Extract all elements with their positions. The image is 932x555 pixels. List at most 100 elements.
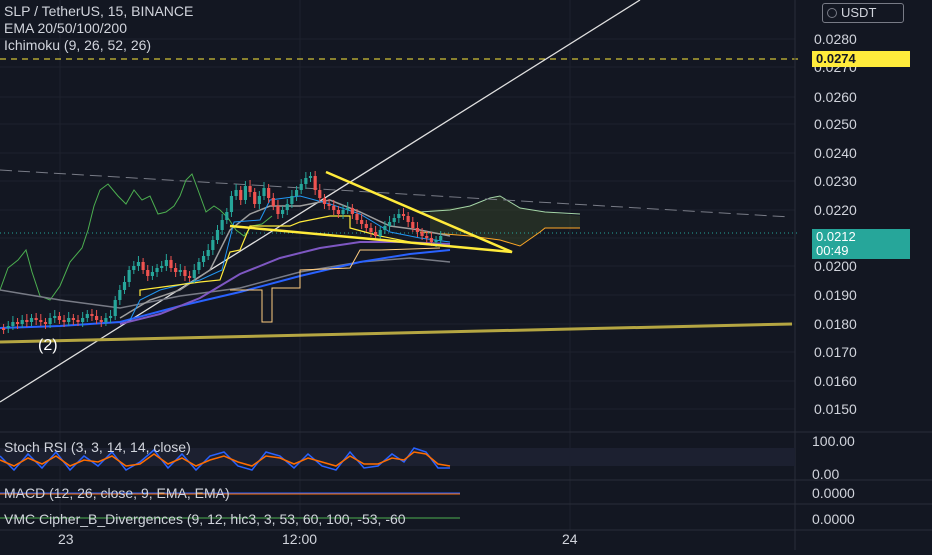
candle-body [201, 256, 206, 262]
macd-title[interactable]: MACD (12, 26, close, 9, EMA, EMA) [4, 485, 230, 501]
candle-body [146, 270, 150, 276]
ema-50 [119, 241, 451, 325]
candle-body [364, 224, 368, 228]
candle-body [429, 238, 433, 242]
candle-body [304, 178, 308, 184]
candle-body [2, 328, 6, 330]
current-price-tag: 0.0212 [812, 229, 910, 245]
candle-body [81, 318, 85, 322]
candle-body [411, 222, 415, 228]
candle-body [248, 186, 252, 192]
candle-body [90, 314, 94, 316]
cloud-span-b [419, 227, 580, 247]
time-label-23: 23 [58, 531, 74, 547]
symbol-legend[interactable]: SLP / TetherUS, 15, BINANCE [4, 3, 194, 19]
kijun-lower-step [230, 247, 441, 323]
candle-body [104, 318, 108, 322]
candle-body [39, 320, 43, 322]
candle-body [285, 204, 289, 210]
candle-body [53, 316, 57, 318]
candle-body [281, 210, 285, 214]
candle-body [378, 230, 382, 236]
price-axis-label: 0.0260 [814, 89, 857, 105]
candle-body [164, 260, 168, 266]
candle-body [62, 320, 66, 322]
triangle-lower-leg [229, 225, 513, 253]
candle-body [360, 220, 364, 224]
candle-body [234, 190, 238, 196]
candle-body [401, 214, 406, 216]
chikou-span [0, 173, 273, 301]
candle-body [425, 236, 429, 238]
price-axis-label: 0.0150 [814, 401, 857, 417]
price-axis-label: 0.0200 [814, 258, 857, 274]
price-axis-label: 0.0180 [814, 316, 857, 332]
price-axis-label: 0.0190 [814, 287, 857, 303]
candle-body [43, 322, 48, 324]
wave-annotation[interactable]: (2) [38, 337, 58, 354]
candle-body [67, 318, 71, 322]
candle-body [99, 320, 103, 322]
candle-body [327, 204, 331, 206]
candle-body [239, 190, 243, 200]
candle-body [332, 206, 336, 210]
candle-body [169, 260, 173, 268]
lock-icon [827, 8, 837, 18]
candle-body [95, 316, 99, 320]
candle-body [85, 314, 89, 318]
ichimoku-legend[interactable]: Ichimoku (9, 26, 52, 26) [4, 37, 152, 53]
candle-body [71, 318, 75, 320]
candle-body [229, 196, 234, 212]
currency-label: USDT [841, 5, 877, 20]
candle-body [346, 208, 350, 210]
candle-body [267, 188, 271, 198]
currency-button[interactable]: USDT [822, 3, 904, 23]
candle-body [211, 240, 215, 250]
candle-body [387, 222, 392, 226]
candle-body [127, 270, 131, 282]
candle-body [155, 268, 159, 272]
candle-body [188, 276, 192, 278]
candle-body [183, 270, 187, 276]
ema-200 [0, 257, 451, 309]
candle-body [318, 190, 322, 198]
candle-body [113, 300, 117, 316]
candle-body [271, 198, 275, 206]
candle-body [308, 176, 313, 178]
candle-body [160, 266, 164, 268]
candle-body [206, 250, 210, 256]
candle-body [276, 206, 280, 214]
alert-price-tag: 0.0274 [812, 51, 910, 67]
price-axis-label: 0.0230 [814, 173, 857, 189]
vmc-title[interactable]: VMC Cipher_B_Divergences (9, 12, hlc3, 3… [4, 511, 406, 527]
ema-legend[interactable]: EMA 20/50/100/200 [4, 20, 127, 36]
candle-body [108, 316, 113, 318]
upper-dashed-trendline [0, 169, 791, 218]
time-label-1200: 12:00 [282, 531, 318, 547]
candlesticks [2, 171, 443, 334]
candle-body [141, 262, 145, 270]
support-line [0, 322, 793, 344]
cloud-span-a [419, 195, 581, 215]
candle-body [262, 188, 266, 196]
time-label-24: 24 [562, 531, 578, 547]
ema-100 [0, 249, 451, 329]
candle-body [215, 230, 220, 240]
kijun-line [139, 215, 451, 296]
candle-body [294, 190, 299, 196]
stoch-rsi-title[interactable]: Stoch RSI (3, 3, 14, 14, close) [4, 439, 191, 455]
candle-body [178, 270, 182, 272]
candle-body [369, 228, 373, 232]
candle-body [434, 240, 438, 242]
price-axis-label: 0.0250 [814, 116, 857, 132]
candle-body [341, 210, 345, 214]
candle-body [243, 186, 247, 200]
candle-body [406, 216, 410, 222]
candle-body [253, 192, 257, 204]
candle-body [122, 282, 127, 290]
candle-body [257, 196, 261, 204]
candle-body [15, 322, 20, 324]
candle-body [11, 322, 15, 326]
